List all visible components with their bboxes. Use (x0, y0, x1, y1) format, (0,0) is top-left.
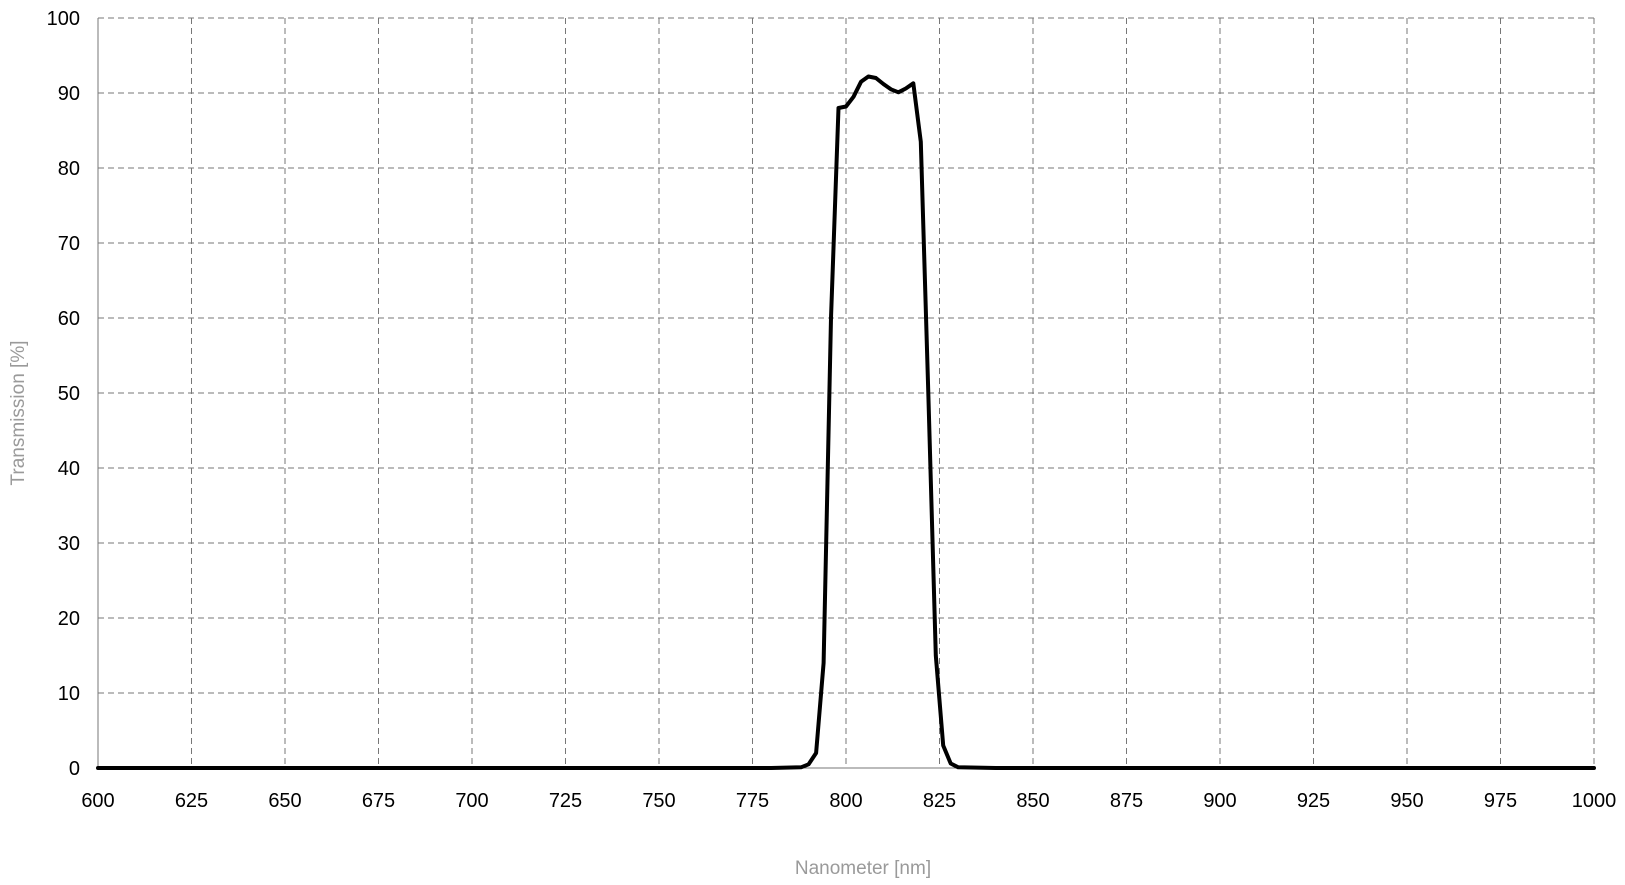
x-tick-label: 950 (1390, 790, 1423, 812)
y-tick-label: 80 (58, 158, 80, 180)
y-tick-label: 50 (58, 383, 80, 405)
x-tick-label: 900 (1203, 790, 1236, 812)
series (96, 74, 1596, 770)
x-tick-label: 850 (1016, 790, 1049, 812)
x-tick-label: 650 (268, 790, 301, 812)
x-tick-label: 700 (455, 790, 488, 812)
x-tick-label: 750 (642, 790, 675, 812)
y-tick-label: 70 (58, 233, 80, 255)
x-tick-label: 625 (175, 790, 208, 812)
y-tick-label: 60 (58, 308, 80, 330)
y-tick-label: 40 (58, 458, 80, 480)
x-axis-title: Nanometer [nm] (795, 858, 931, 879)
x-tick-label: 1000 (1572, 790, 1617, 812)
y-tick-label: 90 (58, 83, 80, 105)
y-tick-label: 100 (47, 8, 80, 30)
y-tick-labels: 0 10 20 30 40 50 60 70 80 90 100 (47, 8, 80, 780)
y-tick-label: 10 (58, 683, 80, 705)
x-tick-label: 925 (1297, 790, 1330, 812)
y-tick-label: 30 (58, 533, 80, 555)
x-tick-label: 675 (362, 790, 395, 812)
y-axis-title: Transmission [%] (8, 341, 29, 486)
series-line (96, 74, 1596, 770)
x-tick-label: 825 (923, 790, 956, 812)
x-tick-label: 600 (81, 790, 114, 812)
x-tick-labels: 600 625 650 675 700 725 750 775 800 825 850 875 900 9… (81, 790, 1616, 812)
x-tick-label: 725 (549, 790, 582, 812)
x-tick-label: 975 (1484, 790, 1517, 812)
grid (97, 17, 1595, 769)
y-tick-label: 20 (58, 608, 80, 630)
y-tick-label: 0 (69, 758, 80, 780)
x-tick-label: 800 (829, 790, 862, 812)
x-tick-label: 775 (736, 790, 769, 812)
x-tick-label: 875 (1110, 790, 1143, 812)
